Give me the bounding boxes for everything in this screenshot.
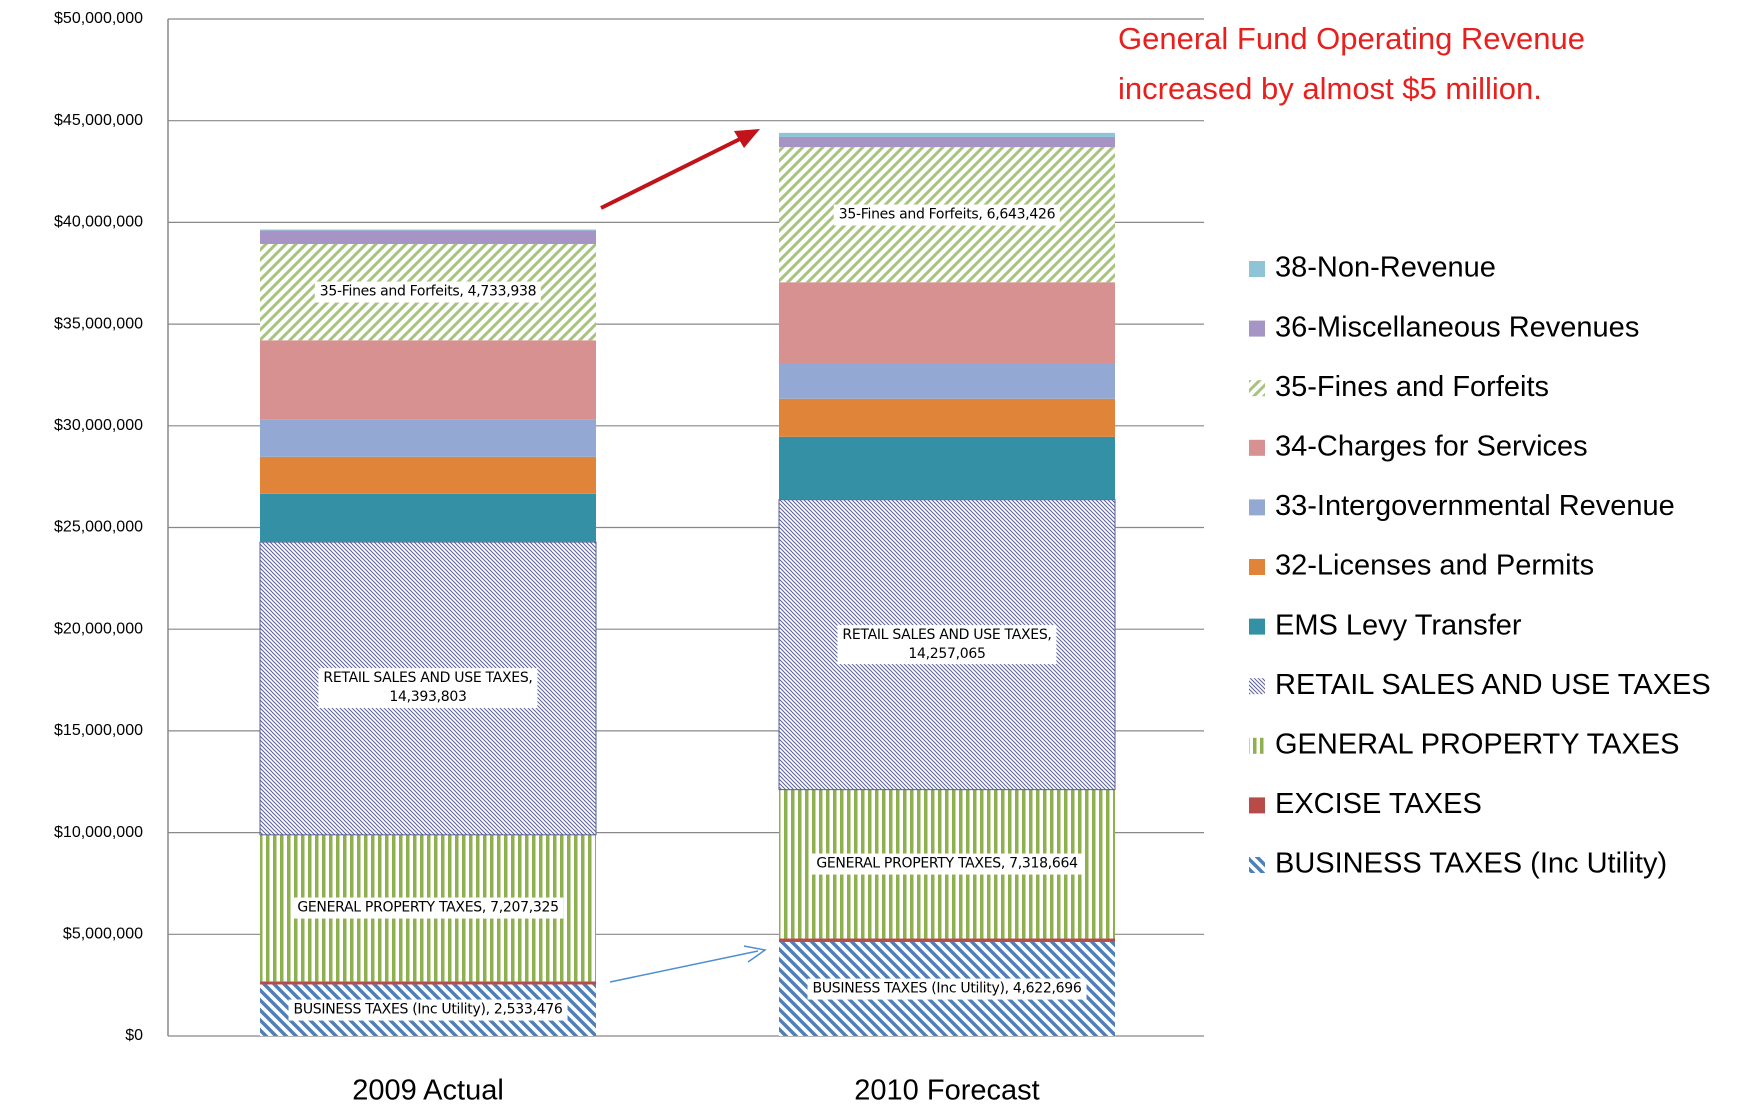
legend-label: 36-Miscellaneous Revenues	[1275, 311, 1639, 343]
legend-label: 34-Charges for Services	[1275, 430, 1588, 462]
data-label: 35-Fines and Forfeits, 4,733,938	[314, 281, 542, 303]
blue-arrow	[609, 950, 759, 983]
data-label: RETAIL SALES AND USE TAXES, 14,257,065	[837, 624, 1057, 665]
bar-segment	[779, 938, 1115, 942]
legend-swatch	[1249, 678, 1265, 695]
legend-label: EXCISE TAXES	[1275, 788, 1482, 820]
y-tick-label: $5,000,000	[63, 926, 143, 943]
bar-segment	[260, 229, 596, 231]
legend-swatch	[1249, 439, 1265, 456]
legend-swatch	[1249, 797, 1265, 814]
y-tick-label: $35,000,000	[54, 315, 143, 332]
red-arrow-head	[734, 129, 760, 148]
legend-swatch	[1249, 618, 1265, 635]
legend-label: RETAIL SALES AND USE TAXES	[1275, 669, 1711, 701]
arrows	[600, 129, 767, 983]
bar-segment	[779, 362, 1115, 399]
x-tick-label: 2009 Actual	[352, 1075, 504, 1107]
y-tick-label: $30,000,000	[54, 417, 143, 434]
data-label: GENERAL PROPERTY TAXES, 7,207,325	[292, 897, 564, 919]
bar-segment	[260, 981, 596, 985]
legend-swatch	[1249, 261, 1265, 277]
y-tick-label: $20,000,000	[54, 620, 143, 637]
bar-segment	[260, 230, 596, 244]
bar-segment	[260, 419, 596, 457]
data-label: BUSINESS TAXES (Inc Utility), 2,533,476	[288, 999, 568, 1021]
y-tick-label: $40,000,000	[54, 214, 143, 231]
y-tick-label: $15,000,000	[54, 722, 143, 739]
y-tick-label: $50,000,000	[54, 10, 143, 27]
legend-label: BUSINESS TAXES (Inc Utility)	[1275, 848, 1667, 880]
legend-label: GENERAL PROPERTY TAXES	[1275, 728, 1680, 760]
bar-segment	[779, 282, 1115, 363]
legend-label: 33-Intergovernmental Revenue	[1275, 490, 1675, 522]
bar-segment	[779, 132, 1115, 137]
y-tick-label: $25,000,000	[54, 519, 143, 536]
blue-arrow-head	[743, 945, 767, 963]
legend-swatch	[1249, 320, 1265, 337]
data-label: RETAIL SALES AND USE TAXES, 14,393,803	[318, 668, 538, 709]
legend-label: 38-Non-Revenue	[1275, 252, 1496, 284]
legend-swatch	[1249, 380, 1265, 397]
x-tick-label: 2010 Forecast	[854, 1075, 1039, 1107]
data-label: GENERAL PROPERTY TAXES, 7,318,664	[811, 853, 1083, 875]
bar-segment	[779, 398, 1115, 437]
y-tick-label: $0	[125, 1027, 143, 1044]
bar-segment	[260, 456, 596, 494]
legend-swatch	[1249, 857, 1265, 873]
red-arrow	[600, 132, 751, 210]
legend-swatch	[1249, 499, 1265, 516]
data-label: BUSINESS TAXES (Inc Utility), 4,622,696	[807, 978, 1087, 1000]
legend-label: EMS Levy Transfer	[1275, 609, 1522, 641]
bar-segment	[260, 493, 596, 543]
annotation: General Fund Operating Revenue increased…	[1118, 21, 1586, 106]
legend-label: 35-Fines and Forfeits	[1275, 371, 1549, 403]
data-label: 35-Fines and Forfeits, 6,643,426	[833, 204, 1061, 226]
y-tick-label: $10,000,000	[54, 824, 143, 841]
bar-segment	[779, 436, 1115, 500]
bar-segment	[260, 340, 596, 420]
legend-label: 32-Licenses and Permits	[1275, 550, 1594, 582]
bar-segment	[779, 136, 1115, 148]
y-tick-label: $45,000,000	[54, 112, 143, 129]
legend-swatch	[1249, 559, 1265, 575]
legend-swatch	[1249, 737, 1265, 754]
